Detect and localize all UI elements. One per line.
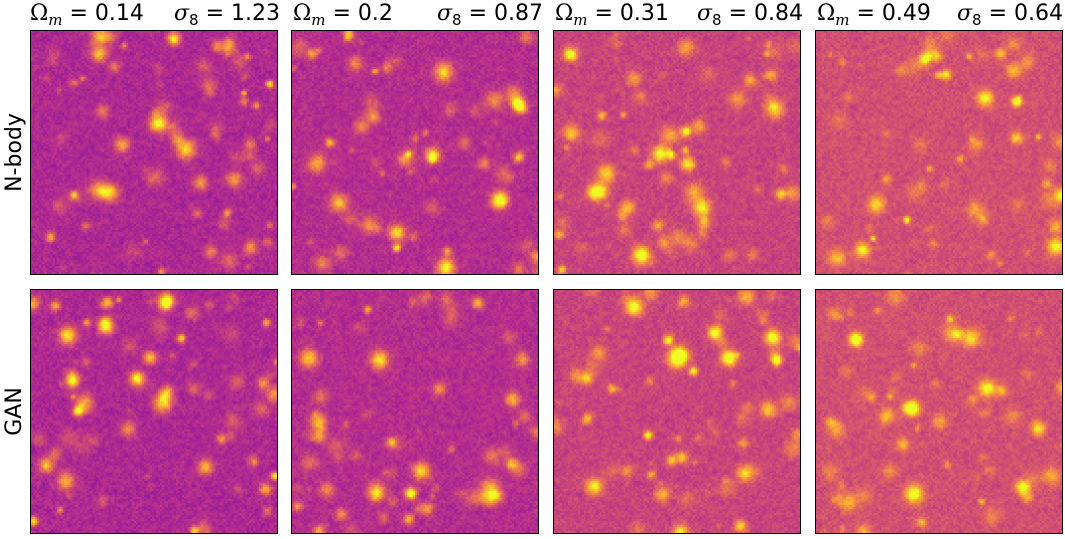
density-map-nbody-1 [30, 30, 278, 275]
omega-m-label: Ωm = 0.49 [817, 1, 931, 29]
density-map-gan-4 [815, 289, 1063, 534]
density-map-gan-2 [291, 289, 539, 534]
column-title-1: Ωm = 0.14 σ8 = 1.23 [30, 0, 280, 29]
sigma-8-label: σ8 = 0.84 [697, 1, 803, 29]
density-map-gan-3 [553, 289, 801, 534]
column-title-2: Ωm = 0.2 σ8 = 0.87 [293, 0, 543, 29]
density-map-gan-1 [30, 289, 278, 534]
omega-m-label: Ωm = 0.2 [293, 1, 393, 29]
omega-m-label: Ωm = 0.31 [555, 1, 669, 29]
omega-m-label: Ωm = 0.14 [30, 1, 144, 29]
density-map-nbody-2 [291, 30, 539, 275]
sigma-8-label: σ8 = 0.87 [437, 1, 543, 29]
column-title-4: Ωm = 0.49 σ8 = 0.64 [817, 0, 1063, 29]
row-label-nbody: N-body [1, 113, 27, 192]
column-title-3: Ωm = 0.31 σ8 = 0.84 [555, 0, 803, 29]
row-label-gan: GAN [1, 387, 27, 436]
density-map-nbody-3 [553, 30, 801, 275]
density-map-nbody-4 [815, 30, 1063, 275]
sigma-8-label: σ8 = 1.23 [174, 1, 280, 29]
sigma-8-label: σ8 = 0.64 [957, 1, 1063, 29]
